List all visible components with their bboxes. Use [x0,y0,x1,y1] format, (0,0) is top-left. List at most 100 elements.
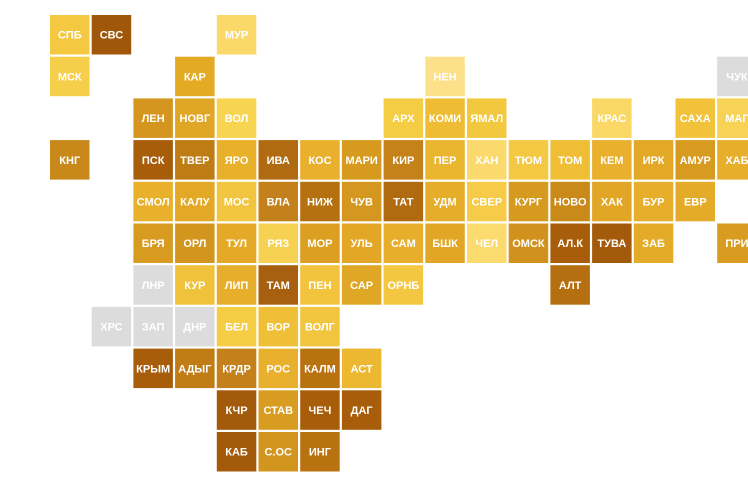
region-tile [425,56,465,97]
region-label: ВОР [266,322,290,334]
region-tile [341,390,382,430]
region-label: ТУЛ [226,238,247,250]
region-label: МОР [307,238,332,250]
region-tile [467,223,507,263]
region-tile [341,348,382,389]
region-tile [341,223,382,263]
region-label: БЕЛ [225,322,248,334]
region-tile [550,140,590,180]
region-tile [467,140,507,180]
region-label: ИВА [267,155,290,167]
region-tile [550,181,590,222]
region-label: УДМ [433,196,456,208]
region-tile [550,223,590,263]
region-label: ДАГ [351,405,374,417]
region-tile [258,223,298,263]
region-label: АМУР [680,155,711,167]
region-tile [300,223,340,263]
region-tile [592,98,632,138]
region-label: САМ [391,238,416,250]
region-label: ХАБ [725,155,748,167]
region-tile [300,140,340,180]
region-label: ИНГ [309,447,332,459]
region-label: ЗАБ [642,238,665,250]
region-tile [133,98,173,138]
region-label: МУР [225,30,248,42]
region-label: КАР [184,71,206,83]
region-label: НОВО [554,196,587,208]
region-tile [133,265,173,305]
region-label: ДНР [183,322,206,334]
region-tile [175,56,215,97]
region-tile [133,181,173,222]
region-tile [258,432,298,472]
region-tile [216,98,257,138]
region-tile [216,348,257,389]
region-tile [592,140,632,180]
region-tile [383,140,424,180]
region-tile [383,265,424,305]
region-label: ПСК [142,155,165,167]
region-label: БРЯ [142,238,165,250]
region-label: АДЫГ [178,363,212,375]
region-tile [258,265,298,305]
region-tile [592,181,632,222]
region-tile [550,265,590,305]
region-tile [592,223,632,263]
region-label: ТОМ [558,155,582,167]
region-tile [675,140,715,180]
region-tile [675,98,715,138]
region-tile [133,140,173,180]
region-label: ВЛА [267,196,290,208]
region-tile [216,265,257,305]
region-label: МОС [224,196,250,208]
region-label: НОВГ [180,113,211,125]
region-label: ЧЕЛ [475,238,498,250]
region-tile [300,306,340,347]
region-label: КОС [308,155,331,167]
region-tile [91,15,132,55]
region-label: ИРК [643,155,665,167]
region-label: ТАМ [267,280,290,292]
region-tile [258,140,298,180]
region-tile [341,181,382,222]
region-label: НЕН [433,71,456,83]
region-label: ЧУВ [350,196,373,208]
region-tile [216,306,257,347]
region-tile [175,98,215,138]
region-label: ПЕР [434,155,457,167]
region-tile [508,223,549,263]
region-label: КНГ [59,155,81,167]
region-tile [467,181,507,222]
region-label: СТАВ [263,405,293,417]
region-tile [175,265,215,305]
region-tile [175,181,215,222]
region-tile [508,181,549,222]
region-tile [467,98,507,138]
region-label: СВЕР [471,196,502,208]
region-label: ЛНР [142,280,165,292]
region-label: ОМСК [512,238,545,250]
region-tile [133,348,173,389]
region-label: ПЕН [308,280,331,292]
region-tile [216,223,257,263]
region-label: КЕМ [600,155,623,167]
region-tile [133,223,173,263]
region-label: ТВЕР [180,155,209,167]
region-label: АЛТ [559,280,582,292]
region-label: ЛЕН [142,113,165,125]
region-tile [300,181,340,222]
region-label: РОС [266,363,290,375]
region-label: МСК [58,71,82,83]
region-label: КОМИ [429,113,461,125]
region-label: КРЫМ [136,363,170,375]
region-label: ЯМАЛ [470,113,503,125]
region-tile [300,390,340,430]
region-label: КРАС [597,113,626,125]
region-tile [91,306,132,347]
region-label: КАЛМ [304,363,336,375]
region-label: АРХ [392,113,415,125]
region-tile [50,15,90,55]
region-label: ХАН [475,155,498,167]
region-label: СМОЛ [137,196,170,208]
